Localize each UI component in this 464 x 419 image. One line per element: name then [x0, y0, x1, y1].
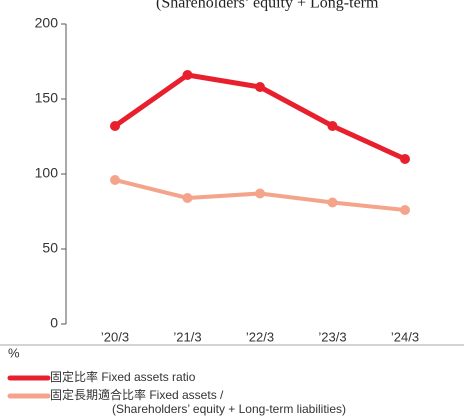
y-tick-label: 150: [35, 90, 59, 106]
y-tick-label: 100: [35, 165, 59, 181]
x-tick-label: ’23/3: [318, 329, 346, 344]
y-tick-label: 0: [50, 315, 58, 331]
legend-label: 固定比率 Fixed assets ratio: [50, 369, 196, 384]
x-tick-label: ’20/3: [101, 329, 129, 344]
legend-label: (Shareholders’ equity + Long-term liabil…: [112, 402, 346, 416]
point: [110, 175, 120, 185]
point: [110, 121, 120, 131]
annotation: (Shareholders’ equity + Long-term: [156, 0, 379, 12]
point: [255, 82, 265, 92]
legend-label: 固定長期適合比率 Fixed assets /: [50, 387, 224, 402]
x-tick-label: ’21/3: [173, 329, 201, 344]
point: [400, 205, 410, 215]
point: [182, 70, 193, 80]
y-unit: %: [8, 345, 20, 360]
point: [182, 193, 193, 203]
point: [400, 154, 410, 164]
point: [327, 121, 338, 131]
x-tick-label: ’22/3: [246, 329, 274, 344]
x-tick-label: ’24/3: [391, 329, 419, 344]
point: [327, 197, 338, 208]
y-tick-label: 200: [35, 15, 59, 31]
y-tick-label: 50: [42, 240, 58, 256]
point: [255, 188, 265, 199]
